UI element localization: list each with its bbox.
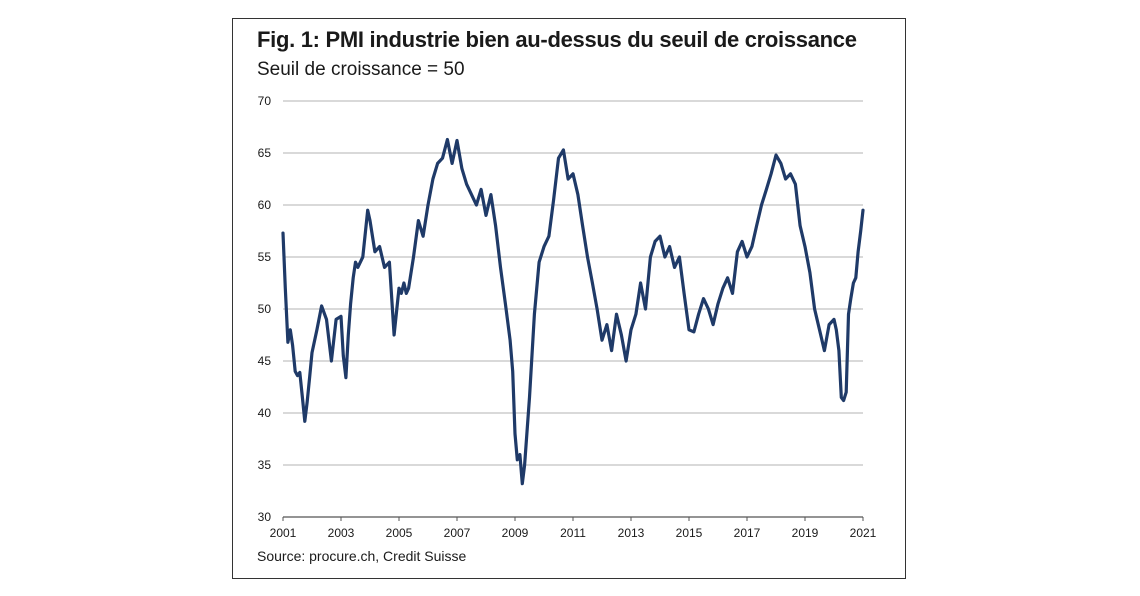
y-tick-label: 40 — [258, 406, 272, 420]
y-axis-ticks: 70 65 60 55 50 45 40 35 30 — [258, 94, 272, 524]
x-tick-label: 2003 — [328, 526, 355, 539]
chart-subtitle: Seuil de croissance = 50 — [257, 59, 465, 80]
y-tick-label: 30 — [258, 510, 272, 524]
x-axis-ticks: 2001 2003 2005 2007 2009 2011 2013 2015 2017 2019… — [270, 517, 877, 539]
x-tick-label: 2009 — [502, 526, 529, 539]
x-tick-label: 2011 — [560, 526, 586, 539]
y-tick-label: 45 — [258, 354, 272, 368]
x-tick-label: 2007 — [444, 526, 471, 539]
x-tick-label: 2019 — [792, 526, 819, 539]
pmi-series-line — [281, 137, 865, 486]
x-tick-label: 2017 — [734, 526, 761, 539]
y-tick-label: 55 — [258, 250, 272, 264]
x-tick-label: 2005 — [386, 526, 413, 539]
chart-title: Fig. 1: PMI industrie bien au-dessus du … — [257, 27, 857, 52]
y-tick-label: 60 — [258, 198, 272, 212]
x-tick-label: 2001 — [270, 526, 297, 539]
chart-source: Source: procure.ch, Credit Suisse — [257, 548, 467, 564]
x-tick-label: 2015 — [676, 526, 703, 539]
chart-frame: Fig. 1: PMI industrie bien au-dessus du … — [232, 18, 906, 579]
y-tick-label: 35 — [258, 458, 272, 472]
y-tick-label: 70 — [258, 94, 272, 108]
y-tick-label: 50 — [258, 302, 272, 316]
y-tick-label: 65 — [258, 146, 272, 160]
x-tick-label: 2021 — [850, 526, 877, 539]
x-tick-label: 2013 — [618, 526, 645, 539]
gridlines — [283, 100, 863, 518]
